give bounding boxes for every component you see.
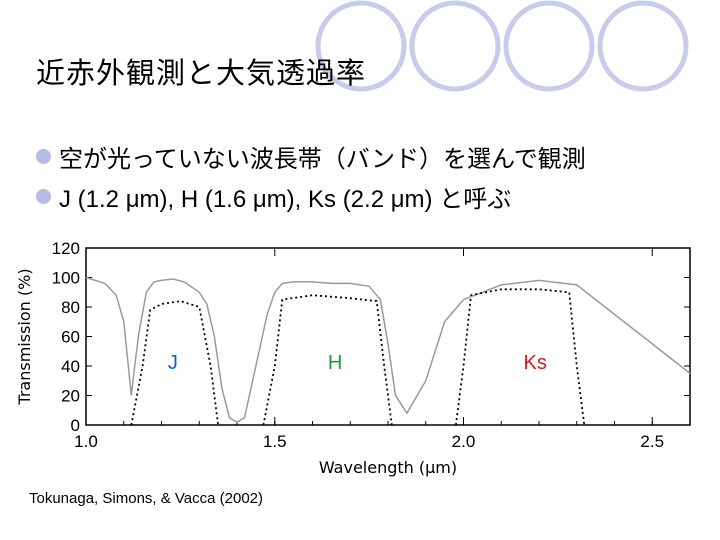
band-label-j: J <box>168 352 178 374</box>
plot-frame <box>85 247 691 426</box>
ring-4 <box>597 0 689 92</box>
band-label-h: H <box>328 352 342 374</box>
bullet-text: J (1.2 μm), H (1.6 μm), Ks (2.2 μm) と呼ぶ <box>59 185 512 213</box>
filter-ks-line <box>455 288 586 426</box>
y-tick-label: 80 <box>61 298 80 317</box>
band-label-ks: Ks <box>524 352 547 374</box>
x-axis-label: Wavelength (μm) <box>319 458 457 477</box>
y-tick-label: 100 <box>52 269 80 288</box>
y-tick-label: 120 <box>52 240 80 258</box>
ring-1 <box>315 0 407 92</box>
transmission-chart: 0 20 40 60 80 100 120 1.0 1.5 2.0 2.5 J H Ks Wavelengt… <box>15 240 691 477</box>
y-tick-label: 0 <box>71 416 80 435</box>
ring-2 <box>409 0 501 92</box>
bullet-item: 空が光っていない波長帯（バンド）を選んで観測 <box>36 136 586 176</box>
x-tick-label: 1.0 <box>74 432 98 451</box>
bullet-dot-icon <box>36 148 51 164</box>
citation: Tokunaga, Simons, & Vacca (2002) <box>29 490 264 507</box>
bullet-dot-icon <box>36 188 51 204</box>
bullet-list: 空が光っていない波長帯（バンド）を選んで観測 J (1.2 μm), H (1.… <box>36 136 586 216</box>
filter-h-line <box>262 294 393 426</box>
decorative-rings <box>315 0 689 92</box>
ring-3 <box>503 0 595 92</box>
x-tick-label: 1.5 <box>263 432 287 451</box>
y-axis-label: Transmission (%) <box>15 268 34 405</box>
y-tick-label: 60 <box>61 328 80 347</box>
x-tick-label: 2.0 <box>452 432 476 451</box>
atmosphere-line <box>85 276 691 423</box>
slide-title: 近赤外観測と大気透過率 <box>36 56 367 90</box>
bullet-item: J (1.2 μm), H (1.6 μm), Ks (2.2 μm) と呼ぶ <box>36 176 586 216</box>
bullet-text: 空が光っていない波長帯（バンド）を選んで観測 <box>59 145 586 173</box>
y-tick-label: 20 <box>61 387 80 406</box>
x-tick-label: 2.5 <box>640 432 664 451</box>
y-tick-label: 40 <box>61 357 80 376</box>
